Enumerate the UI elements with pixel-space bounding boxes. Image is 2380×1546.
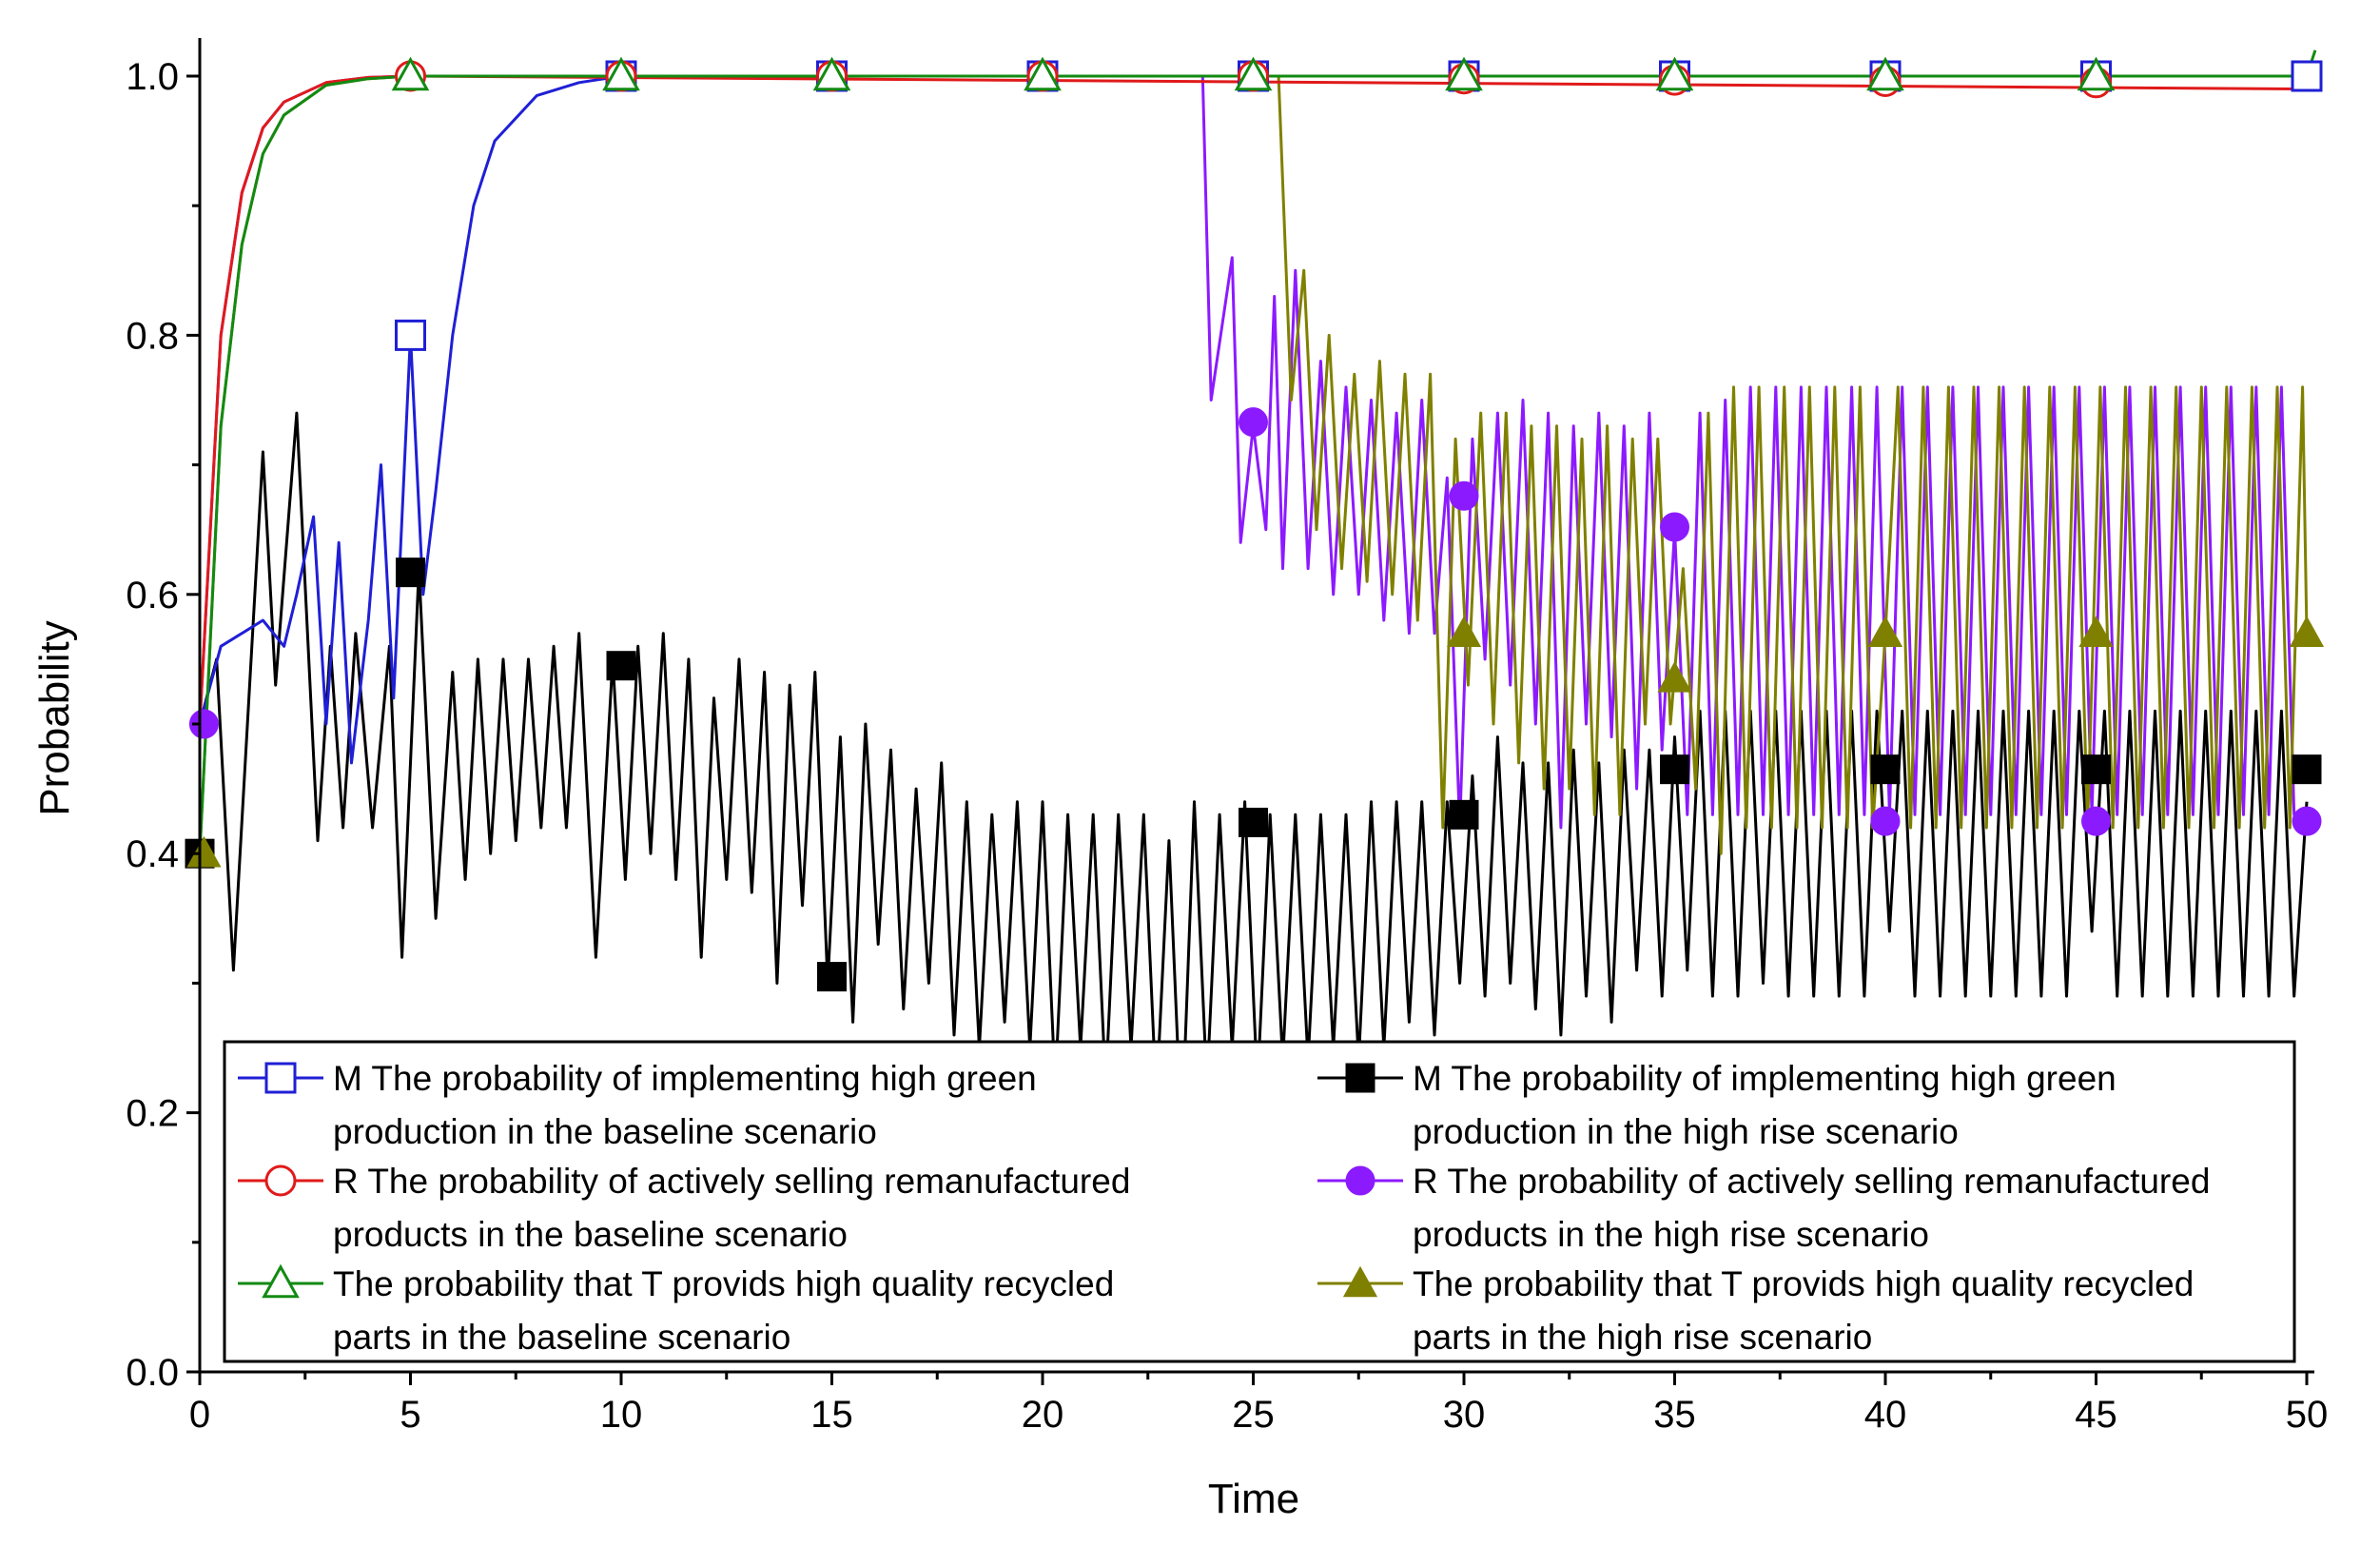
data-point-r_high-5 [1239,407,1268,438]
legend-item-m_high: M The probability of implementing high g… [1317,1059,2117,1151]
data-point-m_high-10 [2292,754,2322,785]
y-tick-label: 1.0 [126,56,179,98]
data-point-t_base-8 [2077,56,2116,91]
data-point-t_base-3 [1024,56,1062,91]
data-point-t_high-0 [186,835,222,868]
data-point-m_high-3 [817,962,847,992]
legend-label-line: M The probability of implementing high g… [333,1059,1037,1098]
series-line-r_high [198,74,2307,830]
series-line-t_base [198,49,2317,854]
data-point-m_high-2 [606,651,636,681]
x-tick-label: 45 [2075,1394,2117,1436]
x-tick-label: 15 [810,1394,853,1436]
y-tick-label: 0.2 [126,1093,179,1135]
x-tick-label: 35 [1653,1394,1696,1436]
x-tick-label: 50 [2286,1394,2329,1436]
x-axis-title: Time [1208,1476,1299,1522]
x-tick-label: 20 [1022,1394,1064,1436]
legend-box [223,1040,2296,1363]
series-layer [198,49,2317,1141]
data-point-t_base-6 [1655,56,1694,91]
data-point-m_base-0 [395,319,426,351]
series-line-m_high [198,411,2309,1141]
data-point-t_base-4 [1234,56,1273,91]
legend-label-line: R The probability of actively selling re… [333,1162,1130,1201]
data-point-m_high-1 [396,558,425,588]
legend-label-line: production in the high rise scenario [1413,1112,1959,1151]
data-point-m_high-8 [1870,754,1901,785]
data-point-t_high-9 [2078,616,2114,647]
x-tick-label: 25 [1232,1394,1275,1436]
data-point-m_high-6 [1449,799,1479,830]
legend-swatch-marker [262,1263,300,1299]
data-point-t_base-1 [602,56,640,91]
y-tick-label: 0.8 [126,315,179,357]
legend-label-line: products in the high rise scenario [1413,1215,1929,1254]
legend: M The probability of implementing high g… [223,1040,2296,1363]
legend-label-line: parts in the high rise scenario [1413,1318,1872,1357]
legend-label-line: products in the baseline scenario [333,1215,848,1254]
x-tick-label: 40 [1864,1394,1907,1436]
legend-item-t_base: The probability that T provids high qual… [238,1263,1114,1357]
legend-swatch-marker [264,1062,297,1094]
x-tick-label: 10 [600,1394,643,1436]
data-point-t_base-0 [391,56,430,91]
legend-swatch-marker [1345,1165,1375,1196]
data-point-m_base-9 [2291,60,2323,92]
data-point-t_high-6 [1446,616,1482,647]
legend-item-r_base: R The probability of actively selling re… [238,1162,1130,1254]
legend-label-line: production in the baseline scenario [333,1112,877,1151]
data-point-m_high-7 [1660,754,1689,785]
x-tick-label: 0 [189,1394,210,1436]
data-point-t_base-2 [812,56,851,91]
y-axis-title: Probability [31,620,78,815]
legend-label-line: R The probability of actively selling re… [1413,1162,2210,1201]
data-point-r_high-8 [1870,806,1901,836]
y-tick-label: 0.0 [126,1352,179,1394]
data-point-r_high-0 [188,709,219,739]
legend-label-line: parts in the baseline scenario [333,1318,790,1357]
data-point-r_high-10 [2292,806,2322,836]
axes: 0 5 10 15 20 25 30 35 40 45 50 0.0 0.2 0.4 0.6 0.8 1.0 [126,38,2328,1436]
data-point-t_high-7 [1657,661,1692,693]
y-tick-label: 0.4 [126,833,179,875]
series-line-t_high [198,74,2309,855]
data-point-t_high-8 [1867,616,1903,647]
data-point-t_base-7 [1866,56,1904,91]
x-tick-label: 5 [400,1394,420,1436]
legend-swatch-marker [264,1164,297,1197]
legend-swatch-marker [1342,1265,1378,1298]
marker-layer [185,56,2325,1072]
data-point-t_high-10 [2289,616,2325,647]
legend-label-line: The probability that T provids high qual… [1413,1264,2194,1303]
data-point-t_base-5 [1445,56,1483,91]
data-point-m_high-5 [1239,808,1268,838]
y-tick-label: 0.6 [126,575,179,616]
data-point-r_high-7 [1660,512,1689,542]
x-tick-label: 30 [1443,1394,1486,1436]
data-point-m_high-9 [2081,754,2111,785]
legend-item-t_high: The probability that T provids high qual… [1317,1264,2194,1357]
series-line-m_base [198,74,706,765]
legend-label-line: M The probability of implementing high g… [1413,1059,2117,1098]
data-point-r_high-6 [1449,480,1479,511]
series-line-r_base [198,74,2308,725]
legend-item-m_base: M The probability of implementing high g… [238,1059,1037,1151]
legend-item-r_high: R The probability of actively selling re… [1317,1162,2210,1254]
legend-swatch-marker [1345,1063,1375,1093]
legend-label-line: The probability that T provids high qual… [333,1264,1114,1303]
data-point-r_high-9 [2081,806,2111,836]
